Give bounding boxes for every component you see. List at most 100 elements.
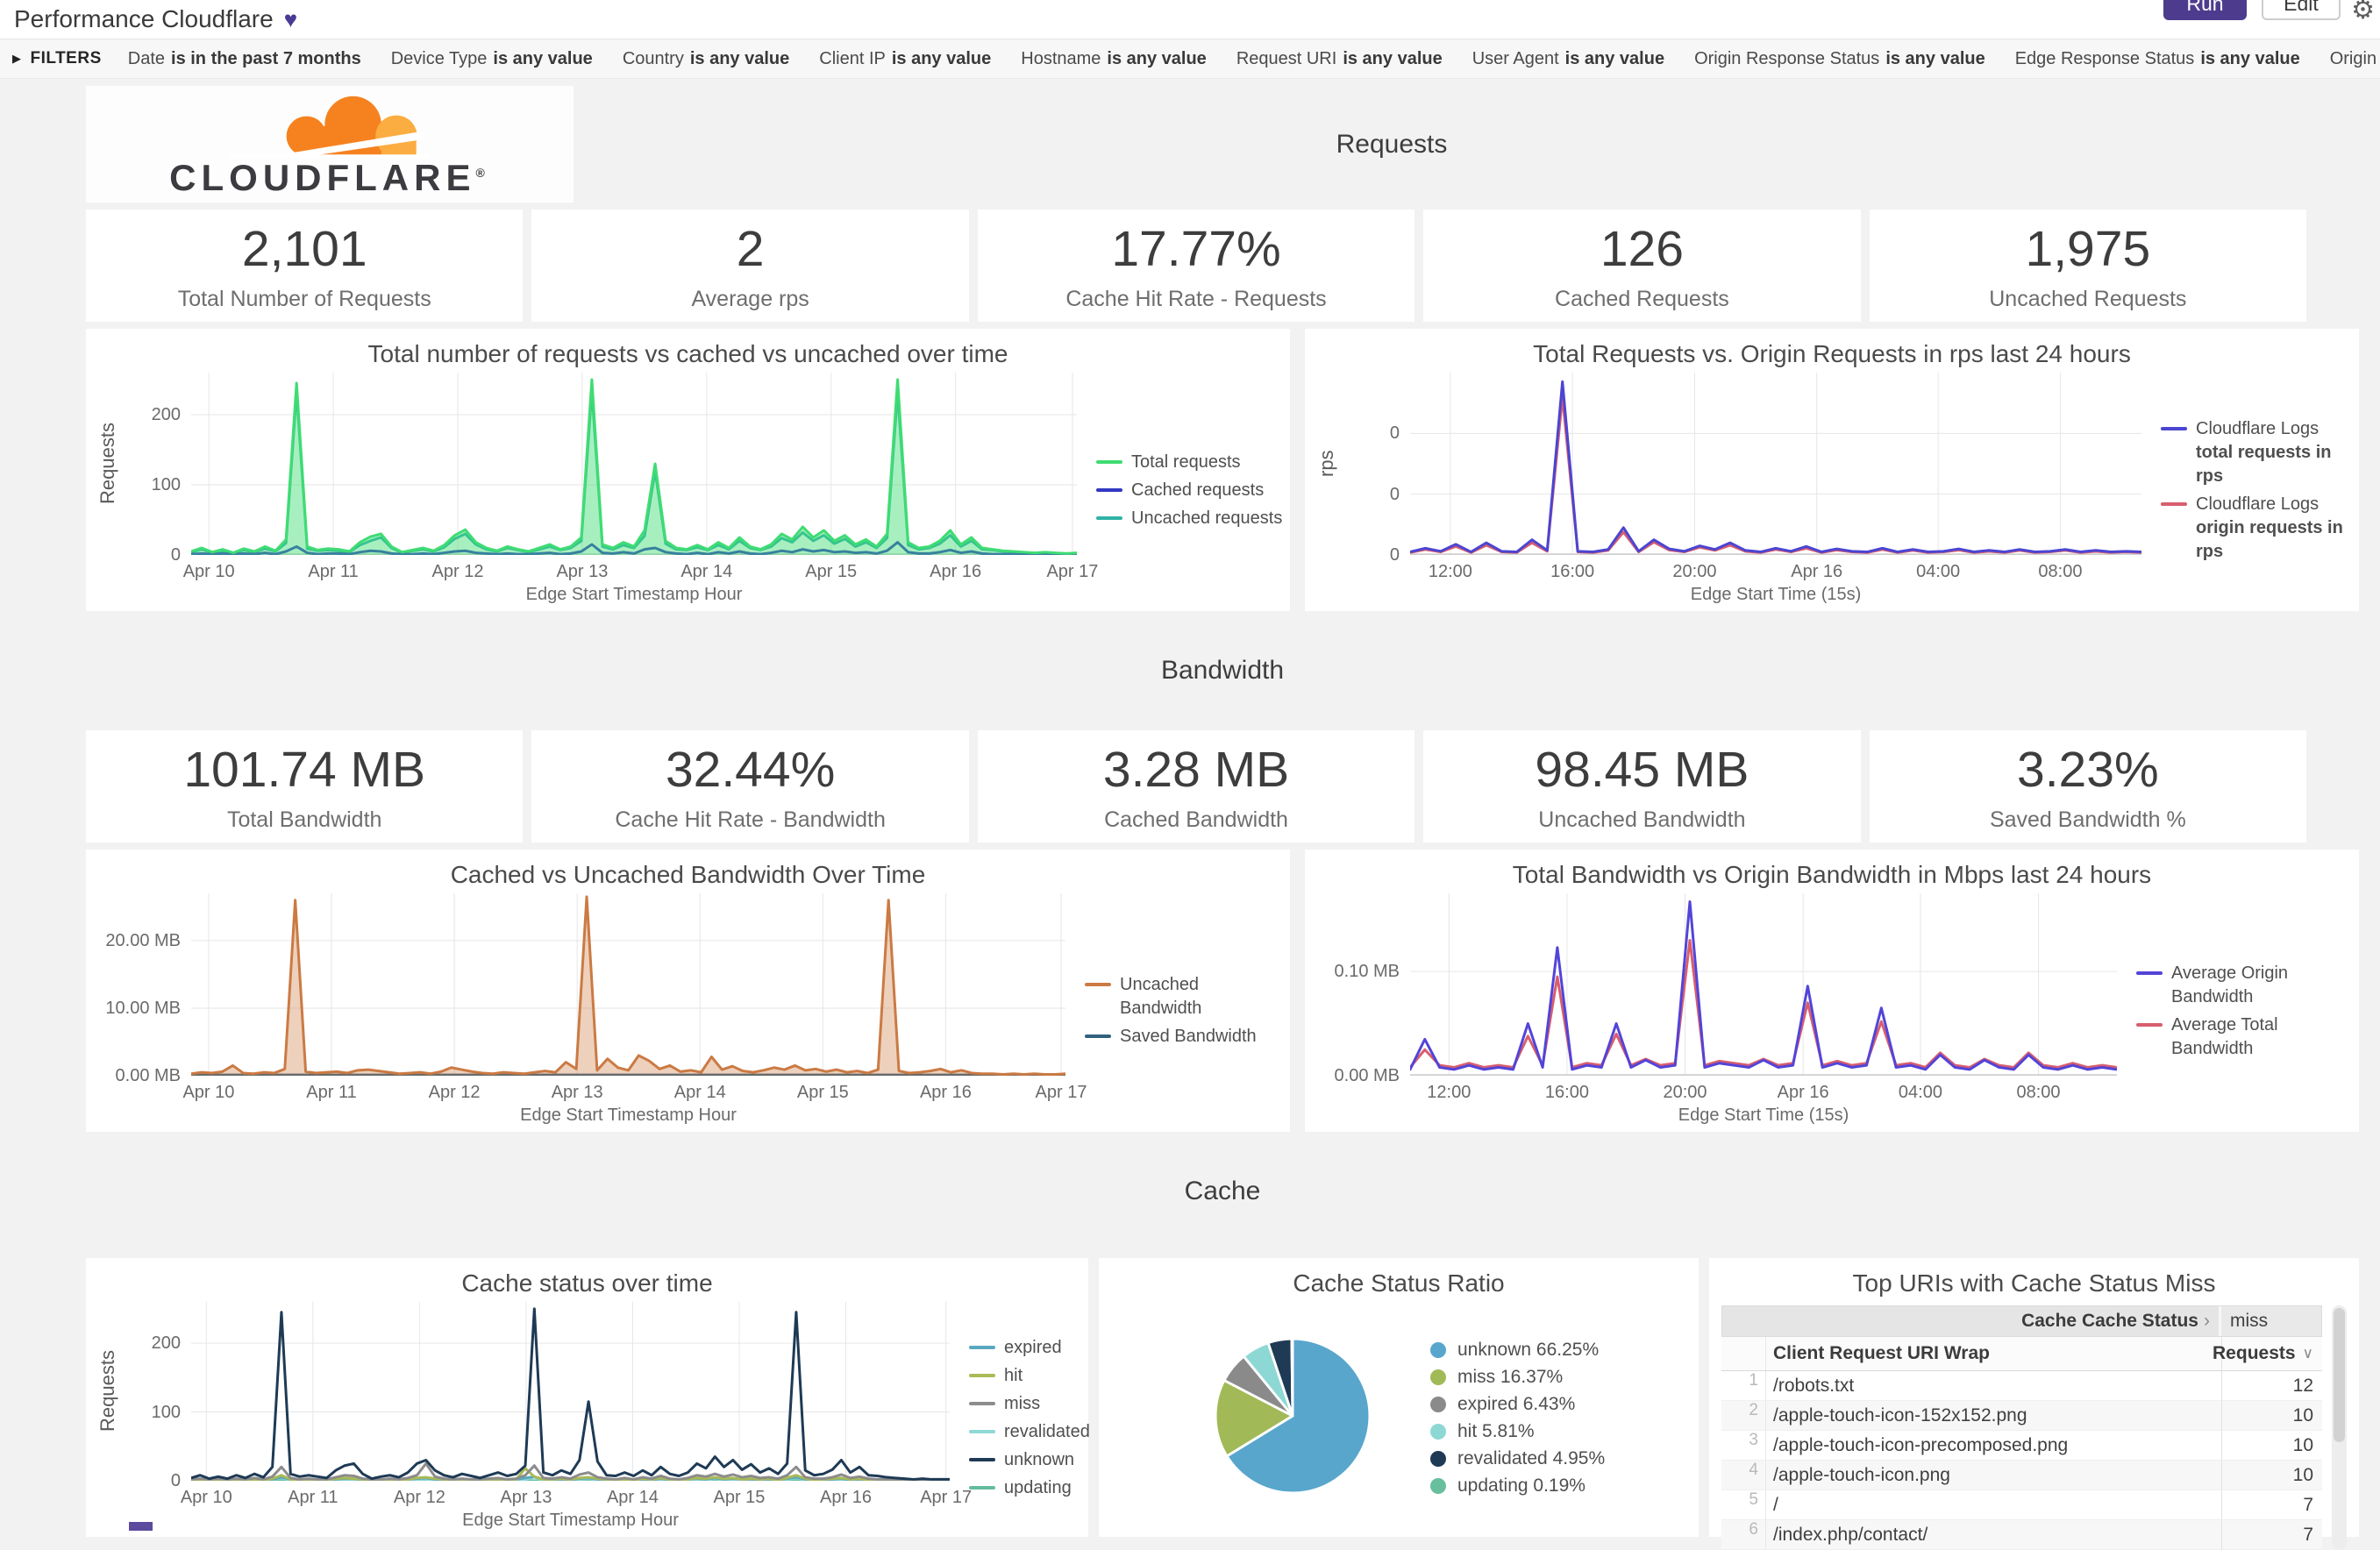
- legend-swatch: [1096, 515, 1122, 520]
- filter-list: Date is in the past 7 months Device Type is…: [128, 49, 2380, 69]
- filter-item[interactable]: Country is any value: [622, 48, 790, 68]
- x-tick-label: Apr 11: [288, 1488, 338, 1507]
- x-tick-label: 08:00: [2016, 1083, 2061, 1102]
- table-row[interactable]: 1/robots.txt 12: [1721, 1371, 2322, 1401]
- legend-swatch: [1085, 1035, 1111, 1038]
- kpi-tile[interactable]: 17.77% Cache Hit Rate - Requests: [977, 210, 1415, 322]
- legend-item[interactable]: Saved Bandwidth: [1085, 1025, 1283, 1049]
- table-row[interactable]: 4/apple-touch-icon.png 10: [1721, 1461, 2322, 1490]
- kpi-value: 3.28 MB: [1102, 741, 1290, 798]
- chevron-right-icon: ›: [2204, 1311, 2210, 1331]
- kpi-label: Uncached Requests: [1989, 286, 2187, 311]
- table-row[interactable]: 6/index.php/contact/7: [1721, 1520, 2322, 1550]
- x-axis-ticks: Apr 10 Apr 11 Apr 12 Apr 13 Apr 14 Apr 15 Apr …: [181, 1481, 972, 1507]
- legend-item[interactable]: Average Origin Bandwidth: [2136, 962, 2352, 1009]
- y-tick-label: 200: [151, 1333, 181, 1354]
- x-axis-ticks: 12:00 16:00 20:00 Apr 16 04:00 08:00: [1410, 555, 2141, 581]
- x-tick-label: Apr 10: [180, 1488, 232, 1507]
- kpi-value: 126: [1600, 220, 1684, 277]
- kpi-tile[interactable]: 32.44% Cache Hit Rate - Bandwidth: [531, 730, 969, 843]
- scrollbar-thumb[interactable]: [2334, 1308, 2345, 1443]
- section-title-bandwidth: Bandwidth: [1160, 656, 1285, 685]
- legend-item[interactable]: expired 6.43%: [1430, 1394, 1605, 1415]
- kpi-tile[interactable]: 101.74 MB Total Bandwidth: [86, 730, 524, 843]
- filter-item[interactable]: Client IP is any value: [819, 48, 992, 68]
- cell-uri: /apple-touch-icon-precomposed.png: [1765, 1431, 2221, 1460]
- legend-item[interactable]: Total requests: [1096, 451, 1283, 474]
- table-row[interactable]: 3/apple-touch-icon-precomposed.png 10: [1721, 1431, 2322, 1461]
- legend-item[interactable]: hit 5.81%: [1430, 1421, 1605, 1442]
- legend-swatch: [1085, 983, 1111, 986]
- y-axis-ticks: 0 100 200: [123, 1302, 191, 1490]
- filter-item[interactable]: Date is in the past 7 months: [127, 48, 361, 68]
- plot-area[interactable]: [191, 373, 1077, 555]
- legend-item[interactable]: updating 0.19%: [1430, 1475, 1605, 1497]
- legend-item[interactable]: Uncached Bandwidth: [1085, 973, 1283, 1020]
- x-tick-label: Apr 17: [1035, 1083, 1087, 1102]
- cell-uri: /index.php/contact/: [1765, 1520, 2221, 1549]
- filter-item[interactable]: User Agent is any value: [1471, 48, 1665, 68]
- cloudflare-logo-text: CLOUDFLARE®: [169, 156, 490, 198]
- legend-item[interactable]: Cloudflare Logs total requests in rps: [2161, 417, 2352, 488]
- x-tick-label: 20:00: [1663, 1083, 1707, 1102]
- pivot-field-label[interactable]: Cache Cache Status ›: [2021, 1311, 2210, 1331]
- y-axis-ticks: 0 0 0: [1342, 373, 1410, 564]
- x-tick-label: 08:00: [2038, 562, 2083, 581]
- plot-area[interactable]: [1410, 373, 2141, 555]
- gear-icon[interactable]: ⚙: [2351, 0, 2375, 25]
- kpi-tile[interactable]: 1,975 Uncached Requests: [1869, 210, 2307, 322]
- plot-area[interactable]: [191, 893, 1065, 1076]
- column-header-uri[interactable]: Client Request URI Wrap: [1765, 1337, 2221, 1370]
- legend-item[interactable]: Cached requests: [1096, 479, 1283, 502]
- column-header-requests[interactable]: Requests ∨: [2213, 1337, 2322, 1370]
- legend-item[interactable]: updating: [969, 1476, 1081, 1500]
- legend-item[interactable]: unknown 66.25%: [1430, 1340, 1605, 1361]
- legend-item[interactable]: Uncached requests: [1096, 507, 1283, 530]
- chart-title: Cache Status Ratio: [1293, 1269, 1505, 1297]
- legend-item[interactable]: Cloudflare Logs origin requests in rps: [2161, 493, 2352, 564]
- kpi-tile[interactable]: 3.28 MB Cached Bandwidth: [977, 730, 1415, 843]
- legend-item[interactable]: revalidated 4.95%: [1430, 1448, 1605, 1469]
- x-axis-title: Edge Start Time (15s): [1690, 585, 1862, 604]
- legend-swatch: [1096, 487, 1122, 492]
- kpi-tile[interactable]: 126 Cached Requests: [1423, 210, 1861, 322]
- edit-button[interactable]: Edit: [2262, 0, 2341, 20]
- run-button[interactable]: Run: [2163, 0, 2247, 20]
- plot-area[interactable]: [191, 1302, 950, 1481]
- kpi-label: Cache Hit Rate - Requests: [1065, 286, 1327, 311]
- table-row[interactable]: 5 /7: [1721, 1490, 2322, 1520]
- legend-item[interactable]: Average Total Bandwidth: [2136, 1013, 2352, 1061]
- filter-item[interactable]: Origin Response Status is any value: [1694, 48, 1985, 68]
- kpi-tile[interactable]: 2 Average rps: [531, 210, 969, 322]
- pie-chart[interactable]: [1197, 1320, 1388, 1516]
- filter-item[interactable]: Edge Response Status is any value: [2014, 48, 2300, 68]
- y-axis-label: rps: [1315, 450, 1337, 478]
- y-tick-label: 0.00 MB: [115, 1066, 181, 1085]
- x-tick-label: Apr 12: [428, 1083, 481, 1102]
- table-row[interactable]: 2/apple-touch-icon-152x152.png 10: [1721, 1401, 2322, 1431]
- kpi-tile[interactable]: 3.23% Saved Bandwidth %: [1869, 730, 2307, 843]
- legend-dot: [1430, 1423, 1446, 1440]
- filter-item[interactable]: Request URI is any value: [1236, 48, 1443, 68]
- filters-toggle[interactable]: ▶ FILTERS: [12, 49, 102, 68]
- legend-item[interactable]: hit: [969, 1364, 1081, 1388]
- requests-header-row: CLOUDFLARE® Requests: [86, 86, 2359, 203]
- filter-item[interactable]: Hostname is any value: [1021, 48, 1207, 68]
- legend-item[interactable]: expired: [969, 1336, 1081, 1360]
- legend-item[interactable]: miss: [969, 1392, 1081, 1416]
- legend-item[interactable]: miss 16.37%: [1430, 1367, 1605, 1388]
- table-scrollbar[interactable]: [2332, 1305, 2347, 1550]
- plot-area[interactable]: [1410, 893, 2117, 1076]
- legend-dot: [1430, 1396, 1446, 1412]
- kpi-tile[interactable]: 98.45 MB Uncached Bandwidth: [1423, 730, 1861, 843]
- x-tick-label: Apr 16: [919, 1083, 972, 1102]
- legend-item[interactable]: unknown: [969, 1448, 1081, 1472]
- legend-item[interactable]: revalidated: [969, 1420, 1090, 1444]
- y-axis-ticks: 0.00 MB 10.00 MB 20.00 MB: [98, 893, 191, 1084]
- legend-swatch: [969, 1485, 995, 1490]
- kpi-tile[interactable]: 2,101 Total Number of Requests: [86, 210, 524, 322]
- legend-dot: [1430, 1450, 1446, 1467]
- kpi-label: Average rps: [691, 286, 809, 311]
- filter-item[interactable]: Device Type is any value: [390, 48, 593, 68]
